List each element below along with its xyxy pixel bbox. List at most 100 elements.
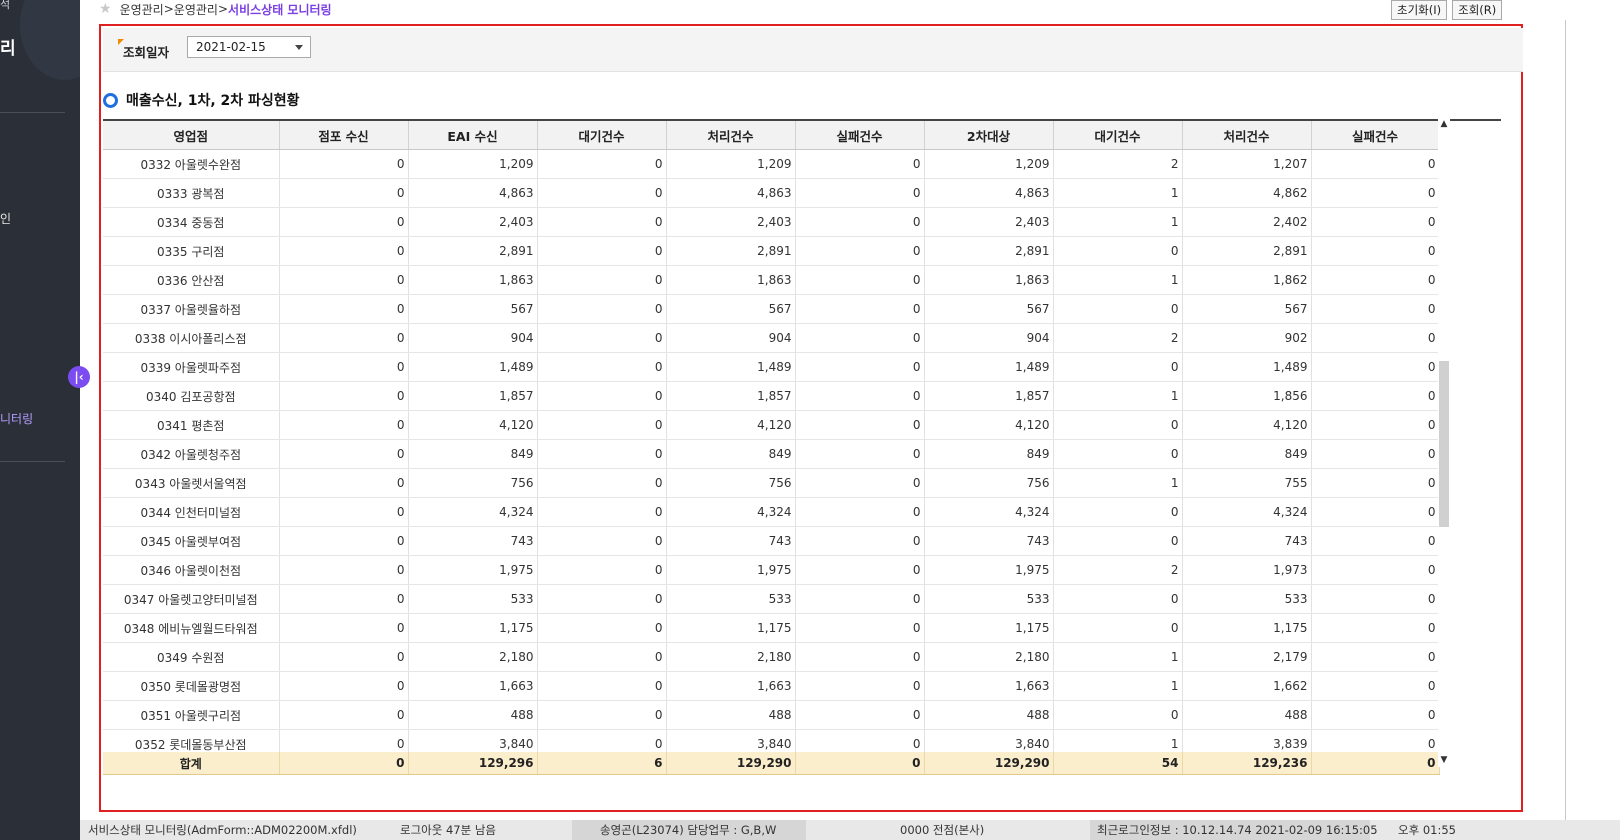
reset-button[interactable]: 초기화(I) (1391, 0, 1448, 20)
search-button[interactable]: 조회(R) (1452, 0, 1503, 20)
table-row[interactable]: 0336 안산점 0 1,863 0 1,863 0 1,863 1 1,862 0 (103, 265, 1440, 295)
column-header[interactable]: 실패건수 (1311, 121, 1440, 150)
table-row[interactable]: 0351 아울렛구리점 0 488 0 488 0 488 0 488 0 (103, 700, 1440, 730)
date-select[interactable]: 2021-02-15 (187, 36, 311, 58)
table-row[interactable]: 0352 롯데몰동부산점 0 3,840 0 3,840 0 3,840 1 3,839 0 (103, 729, 1440, 752)
table-cell: 0 (795, 729, 925, 752)
table-cell: 0 (279, 555, 409, 585)
column-header[interactable]: 영업점 (103, 121, 280, 150)
sidebar-item-login[interactable]: 인 (0, 212, 12, 226)
table-cell: 0 (537, 526, 667, 556)
breadcrumb-item[interactable]: 운영관리 (173, 2, 218, 17)
table-cell: 0 (537, 497, 667, 527)
column-header[interactable]: 처리건수 (1182, 121, 1312, 150)
table-cell: 0 (795, 613, 925, 643)
status-time: 오후 01:55 (1398, 823, 1456, 837)
table-row[interactable]: 0343 아울렛서울역점 0 756 0 756 0 756 1 755 0 (103, 468, 1440, 498)
column-header[interactable]: 실패건수 (795, 121, 925, 150)
table-row[interactable]: 0341 평촌점 0 4,120 0 4,120 0 4,120 0 4,120 0 (103, 410, 1440, 440)
scroll-up-icon[interactable]: ▲ (1440, 119, 1448, 129)
table-cell: 0350 롯데몰광명점 (103, 671, 280, 701)
table-cell: 3,840 (408, 729, 538, 752)
table-row[interactable]: 0340 김포공항점 0 1,857 0 1,857 0 1,857 1 1,856 0 (103, 381, 1440, 411)
column-header[interactable]: 대기건수 (1053, 121, 1183, 150)
table-cell: 0 (1053, 700, 1183, 730)
status-user: 송영곤(L23074) 담당업무 : G,B,W (572, 820, 806, 840)
table-row[interactable]: 0346 아울렛이천점 0 1,975 0 1,975 0 1,975 2 1,973 0 (103, 555, 1440, 585)
sidebar-item-monitoring[interactable]: 니터링 (0, 412, 34, 426)
table-cell: 533 (408, 584, 538, 614)
table-cell: 756 (666, 468, 796, 498)
table-cell: 0 (537, 642, 667, 672)
table-row[interactable]: 0338 이시아폴리스점 0 904 0 904 0 904 2 902 0 (103, 323, 1440, 353)
table-cell: 0 (1311, 584, 1440, 614)
table-row[interactable]: 0342 아울렛청주점 0 849 0 849 0 849 0 849 0 (103, 439, 1440, 469)
table-cell: 0 (1311, 468, 1440, 498)
table-row[interactable]: 0350 롯데몰광명점 0 1,663 0 1,663 0 1,663 1 1,662 0 (103, 671, 1440, 701)
table-row[interactable]: 0348 에비뉴엘월드타워점 0 1,175 0 1,175 0 1,175 0 1,175 0 (103, 613, 1440, 643)
table-cell: 0 (537, 236, 667, 266)
table-cell: 0 (279, 613, 409, 643)
grid-vertical-scrollbar[interactable]: ▲ ▼ (1438, 117, 1450, 767)
star-icon[interactable]: ★ (99, 1, 112, 17)
table-cell: 4,863 (666, 178, 796, 208)
left-sidebar: 석 리 인 니터링 (0, 0, 80, 840)
table-cell: 1,175 (408, 613, 538, 643)
table-row[interactable]: 0332 아울렛수완점 0 1,209 0 1,209 0 1,209 2 1,207 0 (103, 150, 1440, 179)
table-cell: 0 (537, 352, 667, 382)
table-cell: 1,662 (1182, 671, 1312, 701)
table-cell: 0349 수원점 (103, 642, 280, 672)
summary-cell: 129,290 (666, 752, 796, 775)
table-cell: 743 (1182, 526, 1312, 556)
column-header[interactable]: 처리건수 (666, 121, 796, 150)
table-row[interactable]: 0339 아울렛파주점 0 1,489 0 1,489 0 1,489 0 1,489 0 (103, 352, 1440, 382)
table-cell: 1,856 (1182, 381, 1312, 411)
column-header[interactable]: 대기건수 (537, 121, 667, 150)
column-header[interactable]: 2차대상 (924, 121, 1054, 150)
breadcrumb-item[interactable]: 운영관리 (119, 2, 164, 17)
table-cell: 0 (1053, 294, 1183, 324)
table-cell: 0 (1311, 381, 1440, 411)
table-row[interactable]: 0334 중동점 0 2,403 0 2,403 0 2,403 1 2,402 0 (103, 207, 1440, 237)
table-cell: 3,840 (666, 729, 796, 752)
table-row[interactable]: 0337 아울렛율하점 0 567 0 567 0 567 0 567 0 (103, 294, 1440, 324)
table-cell: 0 (537, 265, 667, 295)
sidebar-item-top[interactable]: 석 (0, 0, 11, 11)
table-cell: 0 (279, 352, 409, 382)
table-cell: 0 (537, 613, 667, 643)
column-header[interactable]: EAI 수신 (408, 121, 538, 150)
table-row[interactable]: 0349 수원점 0 2,180 0 2,180 0 2,180 1 2,179 0 (103, 642, 1440, 672)
table-cell: 0 (1311, 526, 1440, 556)
chevron-down-icon[interactable] (295, 45, 303, 50)
table-row[interactable]: 0333 광복점 0 4,863 0 4,863 0 4,863 1 4,862 0 (103, 178, 1440, 208)
content-area (80, 20, 1566, 820)
table-row[interactable]: 0347 아울렛고양터미널점 0 533 0 533 0 533 0 533 0 (103, 584, 1440, 614)
table-cell: 1 (1053, 729, 1183, 752)
table-cell: 0 (279, 526, 409, 556)
table-row[interactable]: 0344 인천터미널점 0 4,324 0 4,324 0 4,324 0 4,324 0 (103, 497, 1440, 527)
table-cell: 0 (1053, 410, 1183, 440)
sidebar-collapse-button[interactable]: |‹ (68, 366, 90, 388)
table-cell: 567 (1182, 294, 1312, 324)
table-cell: 0 (1311, 642, 1440, 672)
table-cell: 0 (795, 150, 925, 179)
main-panel: 조회일자 2021-02-15 매출수신, 1차, 2차 파싱현황 영업점 점포 … (99, 24, 1523, 812)
status-store: 0000 전점(본사) (900, 823, 985, 837)
table-cell: 0337 아울렛율하점 (103, 294, 280, 324)
table-cell: 0 (1053, 526, 1183, 556)
table-row[interactable]: 0335 구리점 0 2,891 0 2,891 0 2,891 0 2,891 0 (103, 236, 1440, 266)
search-condition-bar: 조회일자 2021-02-15 (103, 28, 1523, 72)
grid-body[interactable]: 0332 아울렛수완점 0 1,209 0 1,209 0 1,209 2 1,207 0 0333… (103, 150, 1501, 752)
table-cell: 0 (1311, 236, 1440, 266)
table-row[interactable]: 0345 아울렛부여점 0 743 0 743 0 743 0 743 0 (103, 526, 1440, 556)
scroll-thumb[interactable] (1439, 361, 1449, 527)
table-cell: 4,120 (1182, 410, 1312, 440)
summary-cell: 0 (1311, 752, 1440, 775)
table-cell: 488 (666, 700, 796, 730)
table-cell: 743 (408, 526, 538, 556)
column-header[interactable]: 점포 수신 (279, 121, 409, 150)
scroll-down-icon[interactable]: ▼ (1440, 755, 1448, 765)
table-cell: 2,891 (666, 236, 796, 266)
status-logout-timer: 로그아웃 47분 남음 (400, 823, 497, 837)
table-cell: 756 (408, 468, 538, 498)
